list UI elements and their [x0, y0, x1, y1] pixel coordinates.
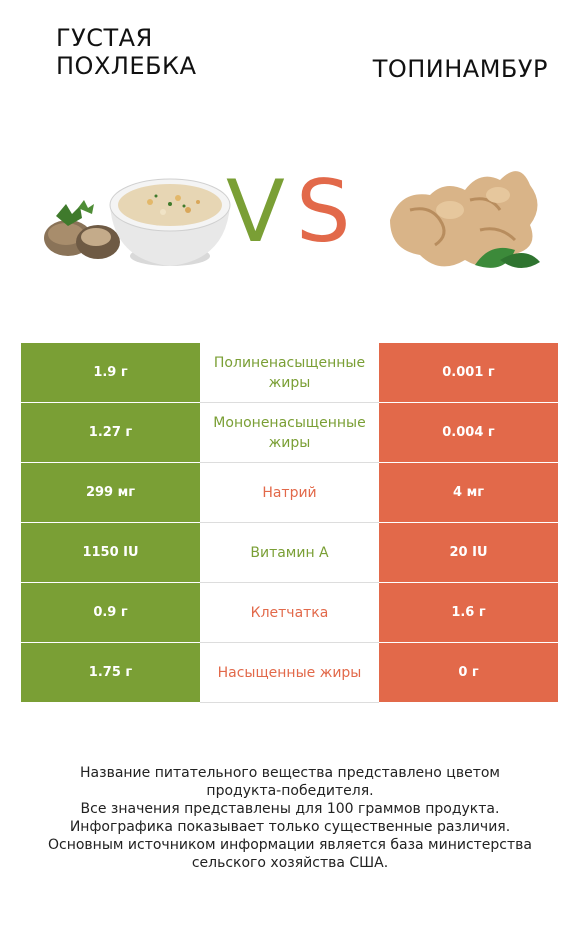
nutrient-label-cell: Витамин A [200, 523, 379, 583]
left-value-cell: 1.9 г [21, 343, 200, 403]
right-value-cell: 0.004 г [379, 403, 558, 463]
right-value-cell: 20 IU [379, 523, 558, 583]
left-value-cell: 1.27 г [21, 403, 200, 463]
soup-bowl-image [44, 178, 231, 266]
footer-line: Все значения представлены для 100 граммо… [80, 801, 500, 817]
footer-line: Название питательного вещества представл… [80, 765, 500, 781]
table-row: 0.9 г Клетчатка 1.6 г [21, 583, 558, 643]
left-value-cell: 1.75 г [21, 643, 200, 703]
nutrient-label-cell: Насыщенные жиры [200, 643, 379, 703]
footer-line: Инфографика показывает только существенн… [69, 819, 511, 835]
nutrient-label-cell: Полиненасыщенные жиры [200, 343, 379, 403]
jerusalem-artichoke-image [390, 171, 540, 269]
nutrient-label-cell: Натрий [200, 463, 379, 523]
footer-line: сельского хозяйства США. [191, 855, 389, 871]
vs-letter-v: V [226, 162, 285, 262]
left-product-title: ГУСТАЯ ПОХЛЕБКА [56, 24, 246, 80]
vs-letter-s: S [296, 162, 351, 262]
left-value-cell: 1150 IU [21, 523, 200, 583]
nutrient-label: Полиненасыщенные жиры [213, 354, 366, 391]
right-value-cell: 1.6 г [379, 583, 558, 643]
vs-label: V S [226, 162, 356, 262]
right-value-cell: 4 мг [379, 463, 558, 523]
nutrient-label: Клетчатка [250, 604, 329, 621]
table-row: 1.27 г Мононенасыщенные жиры 0.004 г [21, 403, 558, 463]
nutrient-label: Насыщенные жиры [217, 664, 362, 681]
nutrient-label: Мононенасыщенные жиры [213, 414, 366, 451]
nutrient-label-cell: Клетчатка [200, 583, 379, 643]
footer-line: продукта-победителя. [206, 783, 374, 799]
nutrient-label: Натрий [262, 484, 317, 501]
left-title-line2: ПОХЛЕБКА [56, 52, 197, 80]
table-row: 1.9 г Полиненасыщенные жиры 0.001 г [21, 343, 558, 403]
right-product-title: ТОПИНАМБУР [372, 55, 548, 83]
right-value-cell: 0.001 г [379, 343, 558, 403]
right-value-cell: 0 г [379, 643, 558, 703]
nutrient-label-cell: Мононенасыщенные жиры [200, 403, 379, 463]
footer-line: Основным источником информации является … [48, 837, 532, 853]
left-value-cell: 299 мг [21, 463, 200, 523]
left-title-line1: ГУСТАЯ [56, 24, 153, 52]
nutrient-label: Витамин A [250, 544, 329, 561]
table-row: 1.75 г Насыщенные жиры 0 г [21, 643, 558, 703]
table-row: 1150 IU Витамин A 20 IU [21, 523, 558, 583]
table-row: 299 мг Натрий 4 мг [21, 463, 558, 523]
left-value-cell: 0.9 г [21, 583, 200, 643]
comparison-table: 1.9 г Полиненасыщенные жиры 0.001 г 1.27 г М… [21, 343, 558, 703]
footer-note: Название питательного вещества представл… [20, 764, 560, 872]
